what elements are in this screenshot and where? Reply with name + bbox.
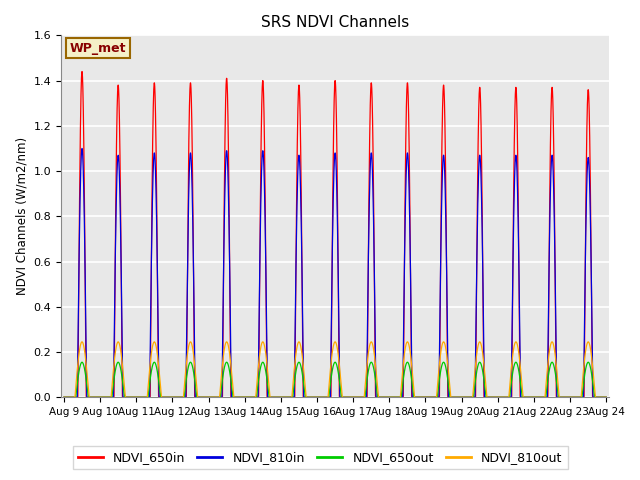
NDVI_650out — [195, 395, 203, 400]
NDVI_650in — [449, 395, 456, 400]
NDVI_650in — [195, 395, 203, 400]
NDVI_650in — [388, 395, 396, 400]
NDVI_810out — [195, 395, 203, 400]
NDVI_810in — [602, 395, 610, 400]
NDVI_650out — [602, 395, 610, 400]
NDVI_650out — [317, 395, 324, 400]
NDVI_810out — [259, 339, 267, 345]
NDVI_810in — [195, 395, 203, 400]
NDVI_810out — [449, 395, 456, 400]
NDVI_810in — [408, 394, 416, 399]
NDVI_650in — [60, 395, 68, 400]
NDVI_810out — [408, 367, 416, 372]
NDVI_650out — [388, 395, 396, 400]
NDVI_650in — [567, 395, 575, 400]
Line: NDVI_810out: NDVI_810out — [64, 342, 606, 397]
NDVI_810in — [317, 395, 324, 400]
NDVI_650in — [408, 395, 416, 400]
NDVI_650out — [567, 395, 575, 400]
NDVI_810out — [317, 395, 324, 400]
NDVI_810out — [602, 395, 610, 400]
NDVI_650in — [602, 395, 610, 400]
NDVI_810in — [60, 395, 68, 400]
Text: WP_met: WP_met — [69, 42, 125, 55]
NDVI_810in — [449, 395, 456, 400]
NDVI_650in — [78, 69, 86, 74]
Line: NDVI_650out: NDVI_650out — [64, 362, 606, 397]
NDVI_650out — [449, 395, 456, 400]
Line: NDVI_650in: NDVI_650in — [64, 72, 606, 397]
NDVI_650in — [317, 395, 324, 400]
NDVI_810in — [567, 395, 575, 400]
NDVI_810out — [567, 395, 575, 400]
Line: NDVI_810in: NDVI_810in — [64, 148, 606, 397]
Y-axis label: NDVI Channels (W/m2/nm): NDVI Channels (W/m2/nm) — [15, 137, 28, 295]
Title: SRS NDVI Channels: SRS NDVI Channels — [261, 15, 409, 30]
NDVI_650out — [259, 360, 267, 365]
Legend: NDVI_650in, NDVI_810in, NDVI_650out, NDVI_810out: NDVI_650in, NDVI_810in, NDVI_650out, NDV… — [72, 446, 568, 469]
NDVI_810in — [78, 145, 86, 151]
NDVI_650out — [60, 395, 68, 400]
NDVI_810in — [388, 395, 396, 400]
NDVI_810out — [60, 395, 68, 400]
NDVI_810out — [388, 395, 396, 400]
NDVI_650out — [408, 381, 416, 386]
